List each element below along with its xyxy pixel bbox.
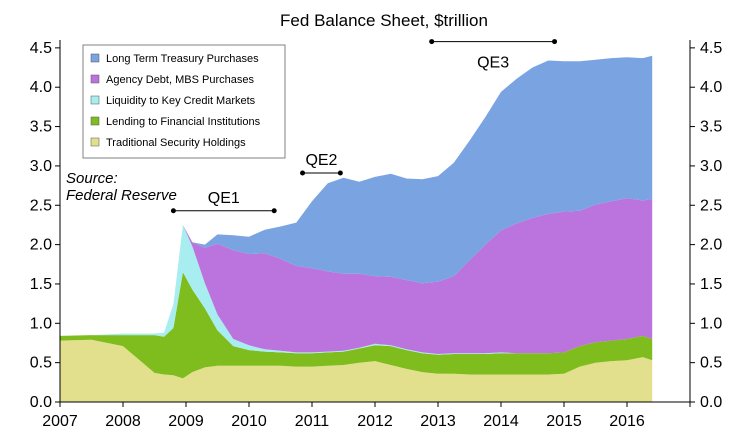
- y-tick-label-right: 0.5: [700, 355, 722, 372]
- legend-label: Agency Debt, MBS Purchases: [106, 74, 254, 86]
- legend-swatch: [90, 95, 100, 105]
- series-area-1: [60, 272, 653, 379]
- series-area-0: [60, 339, 653, 402]
- legend-swatch: [90, 53, 100, 63]
- y-tick-label-right: 2.0: [700, 237, 722, 254]
- y-tick-label-left: 1.5: [30, 276, 52, 293]
- legend-swatch: [90, 137, 100, 147]
- legend-label: Long Term Treasury Purchases: [106, 53, 259, 65]
- x-tick-label: 2014: [483, 413, 519, 430]
- qe-range-end: [552, 39, 558, 45]
- x-tick-label: 2010: [231, 413, 267, 430]
- legend-swatch: [90, 74, 100, 84]
- x-tick-label: 2016: [609, 413, 645, 430]
- series-area-4: [60, 55, 653, 336]
- x-tick-label: 2012: [357, 413, 393, 430]
- y-tick-label-right: 0.0: [700, 394, 722, 411]
- qe-label: QE3: [477, 55, 509, 72]
- y-tick-label-right: 2.5: [700, 197, 722, 214]
- legend-box: [82, 44, 286, 159]
- x-tick-label: 2011: [295, 413, 330, 430]
- qe-annotations: QE1 QE2 QE3: [170, 39, 558, 214]
- qe-range-end: [337, 170, 343, 176]
- qe-range-start: [300, 170, 306, 176]
- legend-label: Traditional Security Holdings: [106, 137, 246, 149]
- series-area-3: [60, 198, 653, 354]
- qe-label: QE2: [305, 152, 337, 169]
- qe-label: QE1: [208, 190, 240, 207]
- y-tick-label-right: 1.5: [700, 276, 722, 293]
- y-tick-label-left: 4.0: [30, 79, 52, 96]
- qe-range-start: [429, 39, 435, 45]
- y-tick-label-right: 3.0: [700, 158, 722, 175]
- legend: Long Term Treasury Purchases Agency Debt,…: [82, 44, 286, 159]
- y-tick-label-left: 2.5: [30, 197, 52, 214]
- y-tick-label-left: 3.5: [30, 119, 52, 136]
- qe-range-start: [170, 208, 176, 214]
- legend-label: Liquidity to Key Credit Markets: [106, 95, 256, 107]
- y-tick-label-left: 3.0: [30, 158, 52, 175]
- source-label: Source:: [66, 170, 118, 187]
- y-tick-label-left: 4.5: [30, 40, 52, 57]
- qe-range-end: [271, 208, 277, 214]
- chart-title: Fed Balance Sheet, $trillion: [280, 11, 488, 30]
- y-tick-label-left: 0.0: [30, 394, 52, 411]
- x-tick-label: 2009: [168, 413, 204, 430]
- x-tick-label: 2015: [546, 413, 582, 430]
- y-tick-label-left: 1.0: [30, 315, 52, 332]
- source-value: Federal Reserve: [66, 187, 177, 204]
- y-tick-label-right: 1.0: [700, 315, 722, 332]
- y-tick-label-right: 3.5: [700, 119, 722, 136]
- y-tick-label-right: 4.0: [700, 79, 722, 96]
- x-tick-label: 2008: [105, 413, 141, 430]
- legend-swatch: [90, 116, 100, 126]
- x-tick-label: 2007: [42, 413, 78, 430]
- y-tick-label-right: 4.5: [700, 40, 722, 57]
- x-tick-label: 2013: [420, 413, 456, 430]
- legend-label: Lending to Financial Institutions: [106, 116, 261, 128]
- series-area-2: [60, 224, 653, 355]
- plot-area: [60, 55, 653, 402]
- y-tick-label-left: 0.5: [30, 355, 52, 372]
- axes: 2007 2008 2009 2010 2011 2012 2013 2014 2015 2016…: [30, 40, 723, 430]
- y-tick-label-left: 2.0: [30, 237, 52, 254]
